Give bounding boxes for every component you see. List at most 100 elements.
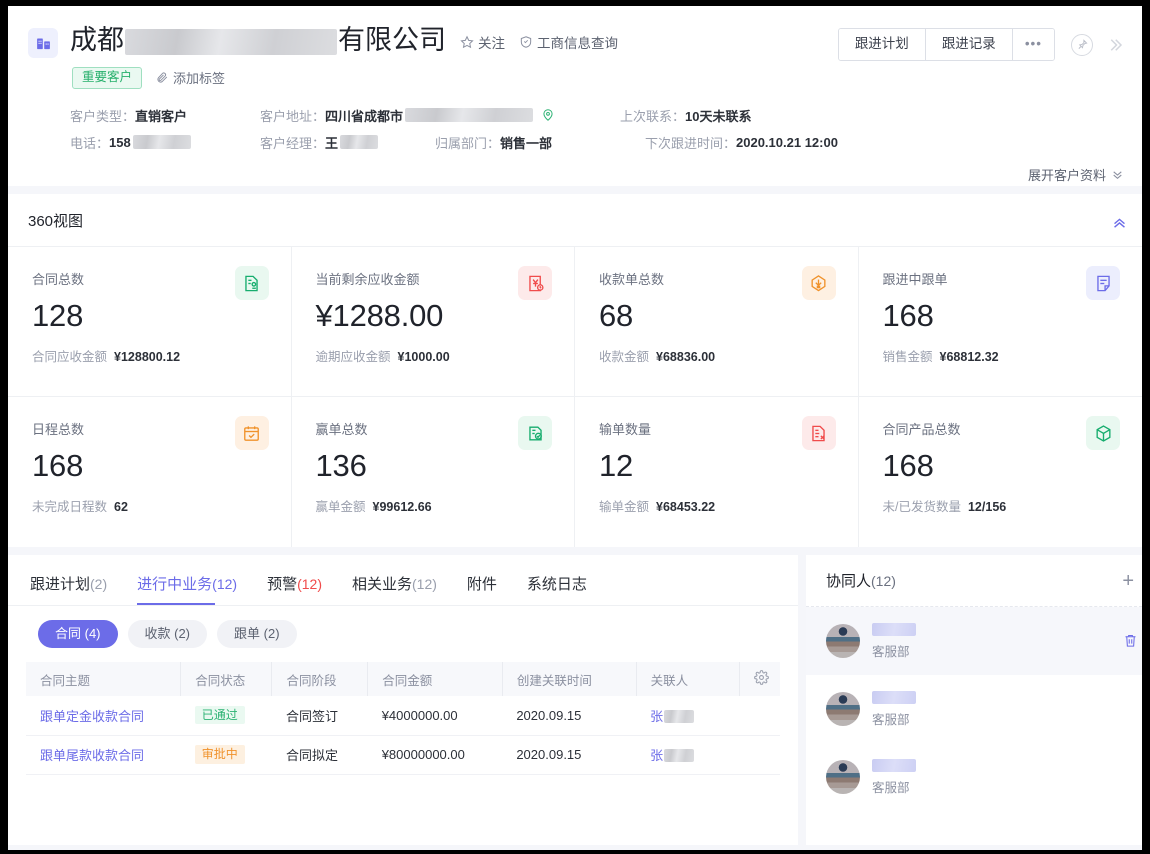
customer-address-field: 客户地址： 四川省成都市: [260, 106, 620, 125]
tab-alerts[interactable]: 预警(12): [267, 576, 322, 593]
meta-row-2: 电话： 158 客户经理： 王 归属部门： 销售一部: [70, 129, 1122, 156]
cube-icon: [1086, 416, 1120, 450]
shield-icon: [520, 36, 532, 48]
cell-person: 张: [636, 735, 740, 775]
table-row[interactable]: 跟单定金收款合同 已通过 合同签订 ¥4000000.00 2020.09.15…: [26, 696, 780, 736]
redacted-collaborator-name: [872, 758, 916, 772]
next-followup-field: 下次跟进时间： 2020.10.21 12:00: [645, 134, 838, 151]
stat-card-sub: 赢单金额 ¥99612.66: [315, 500, 432, 514]
follow-plan-button[interactable]: 跟进计划: [838, 29, 925, 60]
stat-card-label: 当前剩余应收金额: [315, 272, 420, 287]
table-header-row: 合同主题 合同状态 合同阶段 合同金额 创建关联时间 关联人: [26, 662, 780, 696]
view-360-section: 360视图 合同总数 128 合同应收金额 ¥128800.12 当前剩余应收金额…: [8, 194, 1142, 547]
pill-contract[interactable]: 合同 (4): [38, 620, 118, 648]
stat-card[interactable]: 跟进中跟单 168 销售金额 ¥68812.32: [858, 247, 1142, 397]
expand-customer-profile-button[interactable]: 展开客户资料: [1028, 165, 1124, 184]
gear-icon[interactable]: [754, 670, 769, 688]
follow-label: 关注: [478, 36, 505, 51]
doc-x-icon: [801, 416, 836, 450]
related-person-link[interactable]: 张: [650, 748, 664, 763]
tabs-divider: [8, 605, 798, 606]
follow-button[interactable]: 关注: [460, 32, 505, 52]
col-status: 合同状态: [180, 662, 273, 696]
stat-card-sub: 合同应收金额 ¥128800.12: [32, 350, 181, 364]
contract-subject-link[interactable]: 跟单尾款收款合同: [40, 748, 145, 763]
contract-icon: [234, 266, 269, 300]
tab-ongoing-business[interactable]: 进行中业务(12): [137, 573, 237, 605]
star-icon: [460, 35, 474, 49]
cell-stage: 合同拟定: [271, 735, 368, 775]
trash-icon[interactable]: [1123, 633, 1138, 653]
stat-card-value: 168: [882, 448, 934, 483]
redacted-phone: [132, 135, 191, 150]
stat-card[interactable]: 合同总数 128 合同应收金额 ¥128800.12: [8, 247, 292, 397]
redacted-address: [405, 108, 534, 123]
stat-card-value: 68: [599, 298, 634, 333]
header-button-group: 跟进计划 跟进记录 •••: [837, 28, 1055, 61]
pill-payment[interactable]: 收款 (2): [127, 620, 208, 648]
stat-card[interactable]: 当前剩余应收金额 ¥1288.00 逾期应收金额 ¥1000.00: [291, 247, 575, 397]
stat-card-sub: 销售金额 ¥68812.32: [882, 350, 999, 364]
collaborator-dept: 客服部: [872, 712, 910, 727]
cell-person: 张: [636, 696, 740, 736]
tab-system-log[interactable]: 系统日志: [526, 576, 587, 593]
map-pin-icon[interactable]: [541, 108, 555, 122]
follow-record-button[interactable]: 跟进记录: [924, 29, 1012, 60]
stat-card[interactable]: 输单数量 12 输单金额 ¥68453.22: [575, 397, 859, 547]
avatar: [826, 760, 860, 794]
plus-icon[interactable]: +: [1122, 570, 1134, 592]
related-person-link[interactable]: 张: [650, 708, 664, 724]
pin-icon[interactable]: [1071, 33, 1093, 56]
collaborators-count: (12): [871, 572, 896, 589]
cell-amount: ¥80000000.00: [367, 735, 503, 775]
table-settings-cell: [739, 662, 780, 696]
col-subject: 合同主题: [26, 662, 182, 696]
avatar: [826, 692, 860, 726]
chevron-double-down-icon: [1113, 171, 1122, 180]
col-person: 关联人: [636, 662, 741, 696]
more-actions-button[interactable]: •••: [1011, 29, 1054, 60]
stat-card-label: 合同总数: [32, 272, 85, 287]
cell-created: 2020.09.15: [502, 735, 637, 775]
stat-card-sub: 未/已发货数量 12/156: [882, 500, 1007, 514]
cell-status: 审批中: [180, 735, 272, 775]
collaborators-header: 协同人 (12) +: [806, 555, 1142, 607]
stat-card[interactable]: 赢单总数 136 赢单金额 ¥99612.66: [292, 397, 575, 547]
collapse-up-icon[interactable]: [1111, 213, 1128, 234]
status-badge: 已通过: [194, 706, 245, 725]
stat-card[interactable]: 收款单总数 68 收款金额 ¥68836.00: [575, 247, 859, 397]
redacted-manager: [340, 135, 379, 150]
tab-follow-plan[interactable]: 跟进计划(2): [30, 576, 108, 593]
redacted-person: [664, 709, 695, 723]
pill-order[interactable]: 跟单 (2): [217, 620, 297, 648]
stat-card[interactable]: 合同产品总数 168 未/已发货数量 12/156: [859, 397, 1143, 547]
list-item[interactable]: 客服部: [806, 675, 1142, 743]
stat-card-grid: 合同总数 128 合同应收金额 ¥128800.12 当前剩余应收金额 ¥1288…: [8, 246, 1142, 547]
cell-subject: 跟单尾款收款合同: [26, 735, 181, 775]
add-tag-button[interactable]: 添加标签: [156, 68, 225, 87]
stat-card-label: 跟进中跟单: [882, 272, 948, 287]
view-360-header: 360视图: [8, 194, 1142, 246]
department-field: 归属部门： 销售一部: [435, 135, 553, 151]
cell-amount: ¥4000000.00: [367, 696, 503, 736]
last-contact-field: 上次联系： 10天未联系: [620, 108, 752, 124]
stat-card[interactable]: 日程总数 168 未完成日程数 62: [8, 397, 292, 547]
stat-card-label: 收款单总数: [599, 272, 665, 287]
tab-attachments[interactable]: 附件: [466, 576, 497, 593]
collaborators-panel: 协同人 (12) + 客服部 客服部: [806, 555, 1142, 845]
col-created: 创建关联时间: [502, 662, 637, 696]
table-row[interactable]: 跟单尾款收款合同 审批中 合同拟定 ¥80000000.00 2020.09.1…: [26, 735, 780, 775]
collapse-right-icon[interactable]: [1106, 36, 1124, 54]
business-info-query-button[interactable]: 工商信息查询: [519, 32, 618, 52]
stat-card-label: 赢单总数: [315, 422, 368, 437]
list-item[interactable]: 客服部: [806, 743, 1142, 811]
clipboard-check-icon: [518, 416, 552, 450]
collaborator-name: [872, 622, 916, 636]
tab-related-business[interactable]: 相关业务(12): [351, 576, 437, 593]
stat-card-value: 128: [32, 298, 84, 333]
list-item[interactable]: 客服部: [806, 607, 1142, 675]
cell-created: 2020.09.15: [502, 696, 637, 736]
contract-subject-link[interactable]: 跟单定金收款合同: [40, 708, 145, 724]
cell-spacer: [739, 696, 780, 736]
business-info-query-label: 工商信息查询: [537, 36, 618, 51]
